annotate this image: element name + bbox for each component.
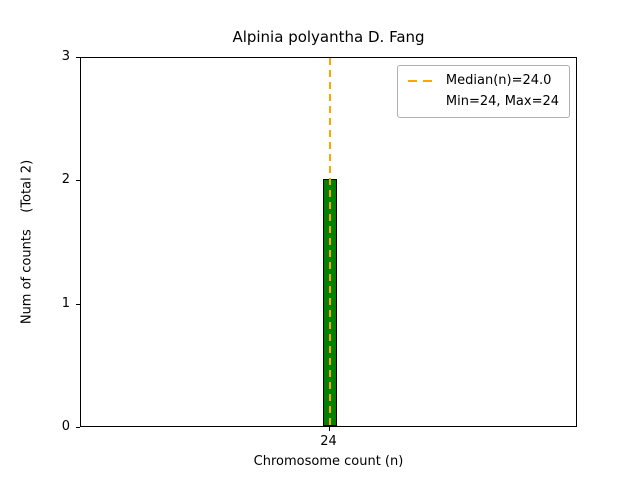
plot-area: Median(n)=24.0 Min=24, Max=24	[80, 57, 577, 428]
y-tick-mark	[76, 303, 80, 305]
y-axis-label: Num of counts (Total 2)	[19, 159, 35, 325]
legend: Median(n)=24.0 Min=24, Max=24	[396, 65, 570, 118]
median-line	[328, 58, 331, 428]
y-tick-mark	[76, 427, 80, 428]
legend-median-label: Median(n)=24.0	[445, 73, 552, 88]
y-tick-label: 2	[61, 172, 70, 188]
y-tick-label: 1	[61, 295, 70, 311]
chart-title: Alpinia polyantha D. Fang	[232, 28, 425, 46]
y-tick-label: 0	[61, 419, 70, 434]
y-tick-label: 3	[61, 49, 70, 64]
x-tick-mark	[328, 427, 330, 431]
x-tick-label: 24	[320, 434, 337, 449]
x-axis-label: Chromosome count (n)	[253, 454, 404, 469]
y-tick-mark	[76, 180, 80, 182]
median-line-legend-sample	[407, 80, 438, 82]
y-tick-mark	[76, 57, 80, 58]
legend-minmax-label: Min=24, Max=24	[445, 94, 559, 109]
